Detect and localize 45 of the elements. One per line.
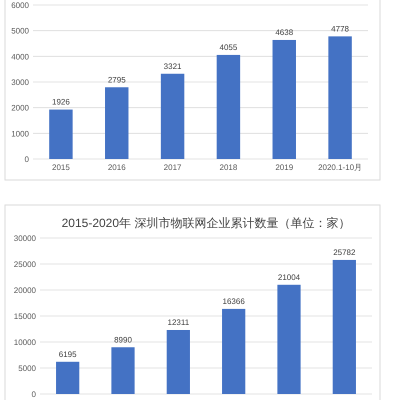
y-tick-label: 2000 [11, 104, 30, 113]
data-label: 6195 [58, 350, 78, 359]
x-tick-label: 2019 [275, 163, 294, 172]
data-label: 2795 [108, 75, 126, 84]
bar [56, 362, 80, 394]
bar [49, 110, 73, 159]
bar [222, 308, 246, 394]
y-tick-label: 15000 [14, 312, 37, 321]
x-tick-label: 2015 [52, 163, 70, 172]
data-label: 4778 [331, 24, 350, 34]
data-label: 16366 [222, 296, 246, 306]
bar [105, 87, 128, 159]
y-tick-label: 0 [24, 155, 30, 164]
y-tick-label: 1000 [11, 129, 30, 138]
bar [277, 284, 301, 394]
bar [328, 36, 352, 159]
data-label: 25782 [333, 248, 356, 257]
x-tick-label: 2018 [220, 163, 238, 172]
y-tick-label: 20000 [14, 286, 37, 295]
chart-title: 2015-2020年 深圳市物联网企业累计数量（单位：家） [62, 216, 350, 230]
data-label: 1926 [52, 98, 70, 107]
y-tick-label: 25000 [14, 260, 37, 269]
data-label: 4638 [275, 28, 294, 37]
y-tick-label: 6000 [11, 1, 30, 10]
bar [272, 40, 296, 159]
bar [332, 260, 356, 394]
x-tick-label: 2017 [164, 163, 182, 172]
y-tick-label: 3000 [11, 78, 30, 87]
y-tick-label: 5000 [18, 364, 37, 373]
data-label: 4055 [220, 42, 238, 52]
bar [160, 74, 184, 159]
bar [111, 347, 135, 394]
bar [166, 330, 190, 394]
y-tick-label: 5000 [11, 26, 30, 36]
data-label: 21004 [278, 272, 301, 282]
data-label: 12311 [168, 318, 190, 327]
data-label: 3321 [164, 62, 182, 71]
y-tick-label: 0 [32, 390, 37, 399]
y-tick-label: 30000 [14, 234, 37, 243]
y-tick-label: 10000 [14, 338, 37, 347]
bar [216, 54, 240, 159]
x-tick-label: 2020.1-10月 [318, 163, 362, 172]
x-tick-label: 2016 [108, 163, 126, 172]
y-tick-label: 4000 [11, 52, 30, 62]
data-label: 8990 [114, 335, 132, 344]
